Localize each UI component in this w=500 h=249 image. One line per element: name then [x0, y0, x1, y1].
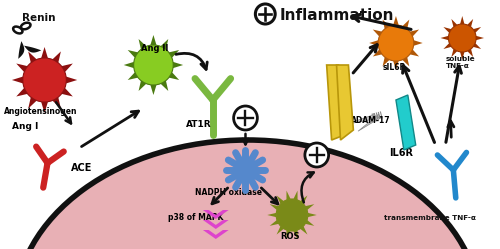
Text: sIL6R: sIL6R: [383, 63, 406, 72]
Polygon shape: [414, 40, 422, 46]
Polygon shape: [382, 57, 390, 66]
Polygon shape: [402, 20, 409, 29]
Polygon shape: [300, 195, 308, 204]
Polygon shape: [460, 52, 464, 60]
Ellipse shape: [15, 140, 480, 249]
Text: NADPH oxidase: NADPH oxidase: [195, 188, 262, 197]
Polygon shape: [294, 191, 298, 200]
Polygon shape: [270, 220, 279, 226]
Polygon shape: [373, 50, 382, 57]
Polygon shape: [396, 95, 415, 150]
Text: transmembrane TNF-α: transmembrane TNF-α: [384, 215, 476, 221]
Polygon shape: [410, 50, 419, 57]
Polygon shape: [66, 76, 77, 83]
Polygon shape: [444, 43, 452, 49]
Circle shape: [134, 45, 173, 85]
Polygon shape: [203, 210, 228, 219]
Text: ADAM-17: ADAM-17: [352, 116, 391, 124]
Polygon shape: [203, 220, 228, 229]
Polygon shape: [473, 27, 481, 33]
Polygon shape: [305, 220, 314, 226]
Polygon shape: [62, 63, 73, 72]
Polygon shape: [294, 230, 298, 239]
Polygon shape: [358, 118, 376, 131]
Circle shape: [448, 24, 476, 52]
Polygon shape: [440, 36, 448, 40]
Text: Ang I: Ang I: [12, 122, 38, 131]
Polygon shape: [373, 117, 378, 122]
Polygon shape: [124, 62, 134, 68]
Polygon shape: [28, 52, 36, 63]
Polygon shape: [373, 29, 382, 37]
Polygon shape: [268, 213, 276, 217]
Polygon shape: [276, 195, 284, 204]
Polygon shape: [18, 41, 24, 59]
Circle shape: [256, 4, 275, 24]
Circle shape: [23, 58, 66, 102]
Polygon shape: [336, 65, 353, 140]
Polygon shape: [476, 36, 484, 40]
Polygon shape: [276, 226, 284, 235]
Polygon shape: [128, 72, 138, 80]
Polygon shape: [372, 113, 376, 121]
Polygon shape: [473, 43, 481, 49]
Polygon shape: [467, 19, 473, 27]
Polygon shape: [452, 19, 458, 27]
Polygon shape: [460, 16, 464, 24]
Polygon shape: [160, 80, 168, 91]
Polygon shape: [169, 50, 179, 58]
Polygon shape: [410, 29, 419, 37]
Polygon shape: [41, 102, 48, 113]
Polygon shape: [444, 27, 452, 33]
Polygon shape: [16, 88, 28, 97]
Circle shape: [378, 25, 414, 61]
Polygon shape: [24, 46, 42, 53]
Circle shape: [276, 199, 308, 231]
Polygon shape: [150, 35, 156, 45]
Polygon shape: [326, 65, 344, 140]
Text: ROS: ROS: [280, 232, 299, 241]
Polygon shape: [286, 230, 290, 239]
Circle shape: [234, 106, 258, 130]
Polygon shape: [345, 115, 374, 125]
Polygon shape: [150, 85, 156, 95]
Polygon shape: [393, 61, 398, 70]
Polygon shape: [308, 213, 317, 217]
Polygon shape: [52, 97, 61, 109]
Text: AT1R: AT1R: [186, 120, 212, 129]
Text: Angiotensinogen: Angiotensinogen: [4, 107, 78, 116]
Polygon shape: [382, 20, 390, 29]
Polygon shape: [62, 88, 73, 97]
Polygon shape: [28, 97, 36, 109]
Polygon shape: [169, 72, 179, 80]
Text: Inflammation: Inflammation: [279, 7, 394, 22]
Polygon shape: [300, 226, 308, 235]
Text: Ang II: Ang II: [140, 44, 168, 53]
Polygon shape: [452, 49, 458, 57]
Circle shape: [305, 143, 328, 167]
Polygon shape: [286, 191, 290, 200]
Text: soluble
TNF-α: soluble TNF-α: [446, 56, 475, 69]
Polygon shape: [138, 80, 146, 91]
Polygon shape: [305, 204, 314, 210]
Polygon shape: [52, 52, 61, 63]
Text: ACE: ACE: [72, 163, 92, 173]
Polygon shape: [393, 16, 398, 25]
Polygon shape: [369, 40, 378, 46]
Polygon shape: [467, 49, 473, 57]
Polygon shape: [270, 204, 279, 210]
Text: Renin: Renin: [22, 13, 56, 23]
Text: p38 of MAPK: p38 of MAPK: [168, 213, 224, 222]
Text: IL6R: IL6R: [389, 148, 413, 158]
Polygon shape: [138, 39, 146, 50]
Polygon shape: [41, 47, 48, 58]
Polygon shape: [128, 50, 138, 58]
Polygon shape: [173, 62, 183, 68]
Polygon shape: [160, 39, 168, 50]
Polygon shape: [12, 76, 23, 83]
Polygon shape: [16, 63, 28, 72]
Polygon shape: [402, 57, 409, 66]
Polygon shape: [203, 230, 228, 239]
